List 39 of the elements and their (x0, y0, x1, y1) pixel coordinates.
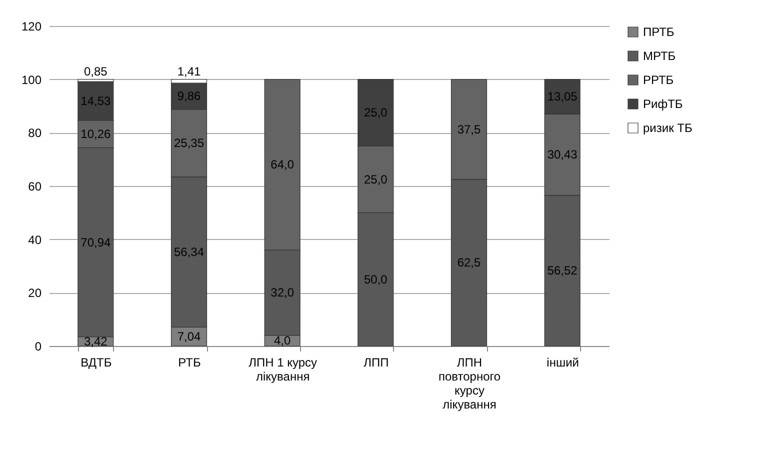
data-label: 25,0 (364, 106, 388, 120)
data-label: 50,0 (364, 272, 388, 286)
data-label: 4,0 (274, 334, 291, 348)
data-label: 64,0 (270, 158, 294, 172)
data-label: 37,5 (457, 122, 481, 136)
y-tick-label: 0 (34, 340, 42, 354)
data-label: 14,53 (80, 94, 112, 108)
y-tick-label: 40 (28, 232, 42, 247)
data-label: 7,04 (177, 330, 201, 344)
legend-label: ПРТБ (643, 25, 674, 39)
data-label: 25,35 (174, 136, 204, 150)
data-label: 9,86 (177, 89, 201, 104)
data-label: 13,05 (547, 90, 578, 104)
data-label: 56,34 (174, 245, 204, 260)
data-label: 0,85 (84, 64, 108, 78)
y-tick-label: 120 (21, 20, 42, 34)
data-label: 10,26 (80, 127, 112, 142)
x-tick-label: ЛПН 1 курсу лікування (248, 356, 318, 384)
data-label: 3,42 (84, 334, 108, 348)
y-tick-label: 60 (28, 180, 42, 194)
x-tick-label: ЛПН повторного курсу лікування (438, 356, 501, 412)
data-label: 32,0 (270, 286, 294, 300)
data-label: 1,41 (177, 64, 201, 78)
x-tick-label: РТБ (178, 356, 201, 370)
x-tick-label: ЛПП (364, 356, 389, 370)
legend-label: РифТБ (643, 97, 683, 111)
data-label: 62,5 (457, 256, 481, 270)
data-label: 56,52 (547, 264, 578, 278)
x-tick-label: ВДТБ (80, 356, 112, 370)
legend-label: РРТБ (643, 73, 674, 87)
legend-label: МРТБ (643, 49, 676, 63)
legend-label: ризик ТБ (643, 121, 692, 135)
data-label: 25,0 (364, 172, 388, 186)
y-tick-label: 100 (21, 72, 42, 87)
y-tick-label: 20 (28, 286, 42, 300)
data-label: 30,43 (547, 148, 578, 162)
y-tick-label: 80 (28, 126, 42, 140)
x-tick-label: інший (546, 356, 579, 370)
data-label: 70,94 (80, 235, 112, 250)
